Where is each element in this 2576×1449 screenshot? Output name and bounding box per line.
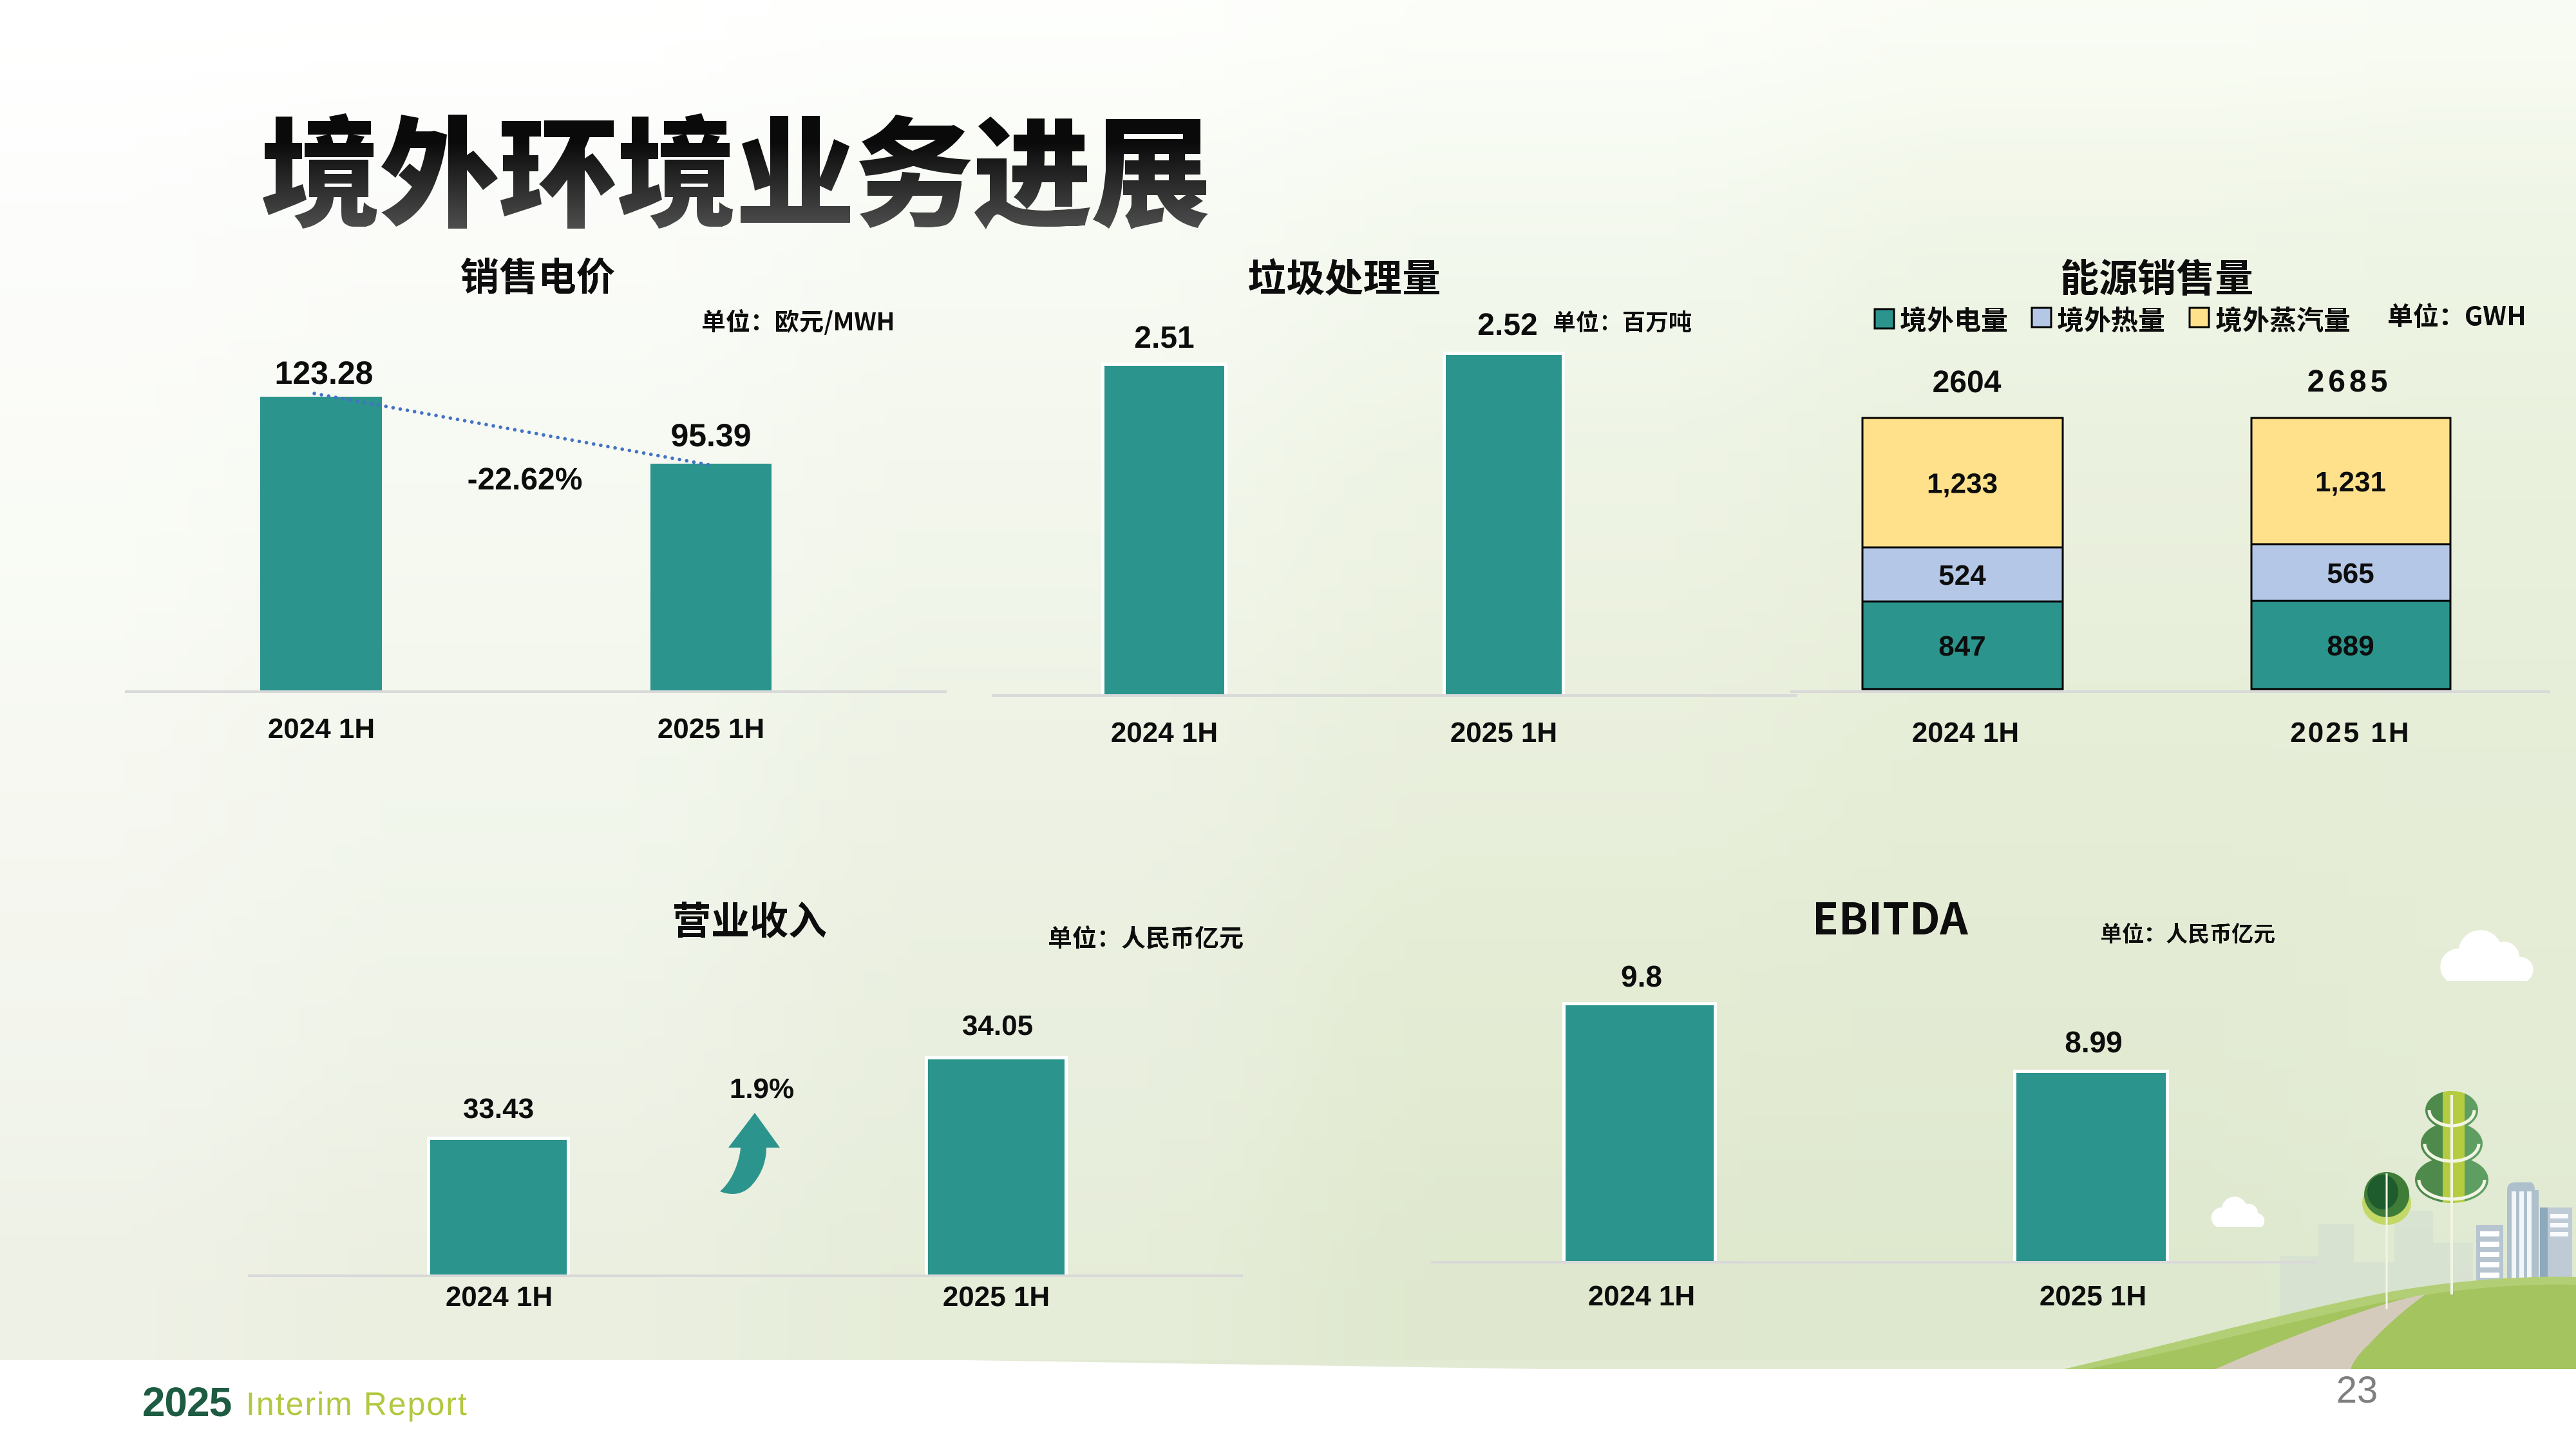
svg-text:847: 847 xyxy=(1938,630,1985,662)
svg-text:34.05: 34.05 xyxy=(962,1010,1033,1041)
svg-text:2024 1H: 2024 1H xyxy=(1111,717,1218,748)
svg-text:2604: 2604 xyxy=(1933,365,2002,399)
svg-text:9.8: 9.8 xyxy=(1621,960,1662,993)
svg-text:2025 1H: 2025 1H xyxy=(1450,717,1557,748)
svg-text:2024 1H: 2024 1H xyxy=(1588,1280,1695,1312)
svg-text:8.99: 8.99 xyxy=(2065,1025,2123,1059)
svg-text:-22.62%: -22.62% xyxy=(468,462,583,497)
svg-text:1,233: 1,233 xyxy=(1927,468,1998,500)
svg-text:33.43: 33.43 xyxy=(463,1093,534,1124)
svg-text:565: 565 xyxy=(2327,558,2374,589)
svg-text:2025 1H: 2025 1H xyxy=(2290,717,2410,748)
svg-text:524: 524 xyxy=(1938,560,1986,591)
svg-text:1.9%: 1.9% xyxy=(730,1073,794,1104)
svg-text:23: 23 xyxy=(2336,1369,2378,1411)
svg-text:2024 1H: 2024 1H xyxy=(1912,717,2019,748)
svg-text:2.51: 2.51 xyxy=(1134,321,1194,355)
svg-text:95.39: 95.39 xyxy=(670,417,751,453)
svg-text:889: 889 xyxy=(2327,630,2374,662)
svg-text:2685: 2685 xyxy=(2307,365,2392,399)
svg-text:Interim Report: Interim Report xyxy=(246,1386,468,1422)
svg-text:2025 1H: 2025 1H xyxy=(2040,1280,2146,1312)
svg-text:2025 1H: 2025 1H xyxy=(658,713,764,744)
svg-text:1,231: 1,231 xyxy=(2315,466,2386,498)
svg-text:2.52: 2.52 xyxy=(1477,308,1537,342)
svg-text:2025 1H: 2025 1H xyxy=(943,1281,1050,1312)
svg-text:2024 1H: 2024 1H xyxy=(268,713,375,744)
svg-text:2025: 2025 xyxy=(142,1379,231,1425)
svg-text:2024 1H: 2024 1H xyxy=(446,1281,553,1312)
svg-text:123.28: 123.28 xyxy=(275,355,374,391)
